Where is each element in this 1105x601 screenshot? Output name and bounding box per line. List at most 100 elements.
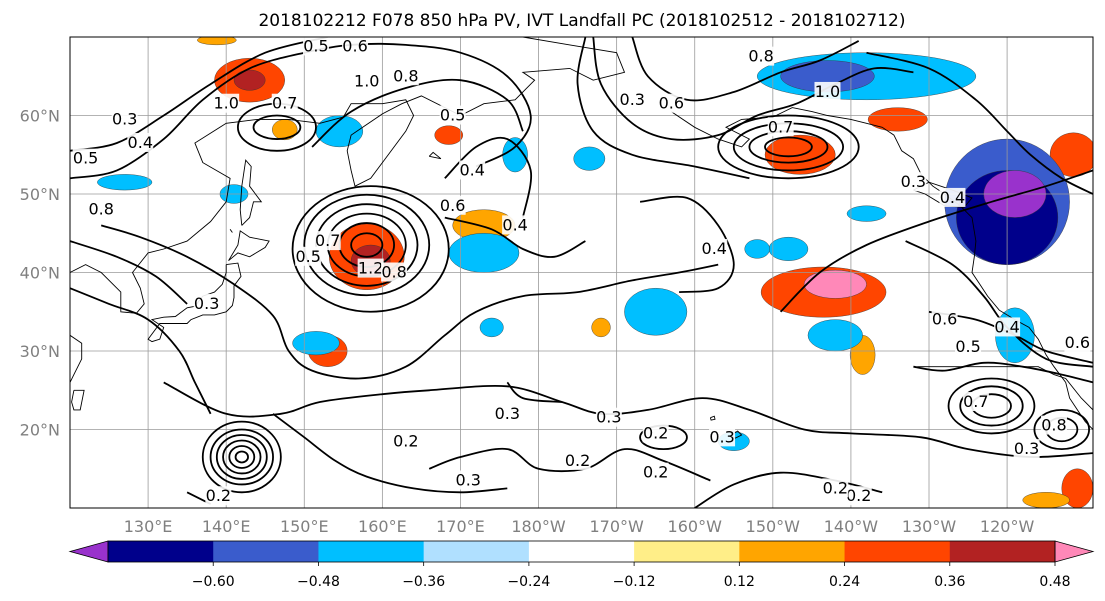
contour-42 <box>272 413 508 494</box>
colorbar-label: 0.36 <box>934 574 965 590</box>
contour-label-bg-34 <box>494 403 521 423</box>
contour-label-bg-22 <box>701 238 728 258</box>
lon-tick-label: 180°W <box>511 517 566 536</box>
contour-label-bg-36 <box>642 423 669 443</box>
coastline-11 <box>229 229 233 233</box>
colorbar-label: −0.36 <box>402 574 445 590</box>
contour-11 <box>201 420 282 494</box>
contour-label-bg-6 <box>111 109 138 129</box>
pv-region-25 <box>807 319 863 352</box>
coastlines <box>70 37 1093 439</box>
contour-label-bg-32 <box>845 486 872 506</box>
lat-tick-label: 30°N <box>20 342 60 361</box>
contour-label-bg-9 <box>88 199 115 219</box>
contour-label-5: 1.0 <box>213 94 238 113</box>
lon-tick-label: 160°W <box>668 517 723 536</box>
contour-label-41: 0.2 <box>393 431 418 450</box>
contour-label-bg-27 <box>994 317 1021 337</box>
contour-label-2: 1.0 <box>354 72 379 91</box>
longitude-axis: 130°E 140°E 150°E 160°E 170°E 180°W 170°W 160°W… <box>124 517 1035 536</box>
contour-label-8: 0.5 <box>73 149 98 168</box>
colorbar-label: −0.60 <box>192 574 235 590</box>
contour-label-13: 1.2 <box>358 259 383 278</box>
contour-label-bg-33 <box>822 478 849 498</box>
contour-label-bg-20 <box>814 81 841 101</box>
contour-5 <box>291 185 450 313</box>
contour-29 <box>444 136 533 218</box>
contour-label-bg-11 <box>439 105 466 125</box>
contour-label-bg-42 <box>205 486 232 506</box>
pv-region-24 <box>624 288 688 336</box>
colorbar-segment-4 <box>528 541 635 562</box>
pv-region-3 <box>272 119 298 141</box>
contour-label-24: 0.4 <box>940 188 965 207</box>
contour-label-40: 0.3 <box>456 471 481 490</box>
contour-label-28: 0.7 <box>963 392 988 411</box>
contour-27 <box>100 224 719 380</box>
contour-38 <box>913 361 1093 384</box>
contour-46 <box>70 240 188 305</box>
lon-tick-label: 140°W <box>824 517 879 536</box>
contour-label-bg-8 <box>72 148 99 168</box>
contour-label-bg-39 <box>642 462 669 482</box>
contour-label-bg-17 <box>619 89 646 109</box>
colorbar-segment-7 <box>844 541 951 562</box>
contour-label-23: 0.3 <box>901 172 926 191</box>
contour-labels: 0.5 0.6 1.0 0.8 0.7 1.0 0.3 0.4 0.5 0.8 0.4 0.5 0.6 1… <box>72 36 1091 506</box>
contour-26 <box>311 78 524 148</box>
colorbar-extend-high <box>1054 540 1095 563</box>
lat-tick-label: 40°N <box>20 264 60 283</box>
lon-tick-label: 160°E <box>358 517 407 536</box>
coastline-2 <box>228 230 270 262</box>
colorbar-segment-6 <box>739 541 846 562</box>
colorbar-segment-2 <box>318 541 425 562</box>
colorbar-label: −0.48 <box>297 574 340 590</box>
coastline-6 <box>428 151 442 160</box>
contour-0 <box>350 232 384 258</box>
contour-label-0: 0.5 <box>303 36 328 55</box>
contour-label-bg-29 <box>1040 415 1067 435</box>
colorbar-segment-0 <box>108 541 214 562</box>
colorbar-label: 0.12 <box>724 574 755 590</box>
colorbar-segment-5 <box>634 541 740 562</box>
contour-44 <box>694 471 883 508</box>
pv-region-11 <box>803 269 867 299</box>
contour-label-17: 0.3 <box>620 90 645 109</box>
colorbar-segment-3 <box>423 541 530 562</box>
contour-label-4: 0.7 <box>272 94 297 113</box>
contour-4 <box>303 193 431 297</box>
contour-label-bg-5 <box>213 93 240 113</box>
contour-label-bg-2 <box>353 71 380 91</box>
lon-tick-label: 130°W <box>902 517 957 536</box>
contour-label-30: 0.6 <box>1065 333 1090 352</box>
contour-label-32: 0.2 <box>846 486 871 505</box>
contour-label-bg-13 <box>357 258 384 278</box>
contour-label-21: 0.7 <box>768 117 793 136</box>
coastline-8 <box>917 366 1093 411</box>
contour-label-10: 0.4 <box>459 160 484 179</box>
contour-label-43: 0.3 <box>194 294 219 313</box>
contour-7 <box>228 445 256 469</box>
contour-label-18: 0.6 <box>659 94 684 113</box>
contour-label-34: 0.3 <box>495 404 520 423</box>
contour-label-39: 0.2 <box>643 463 668 482</box>
lat-tick-label: 20°N <box>20 421 60 440</box>
pv-region-17 <box>1022 492 1070 508</box>
pv-region-36 <box>846 205 887 222</box>
contour-label-19: 0.8 <box>748 47 773 66</box>
contour-label-bg-40 <box>455 470 482 490</box>
contour-30 <box>592 37 914 141</box>
contour-label-22: 0.4 <box>702 239 727 258</box>
contour-15 <box>717 114 860 180</box>
contour-label-37: 0.3 <box>709 427 734 446</box>
colorbar-label: −0.24 <box>507 574 550 590</box>
pv-region-31 <box>573 146 606 171</box>
contour-21 <box>252 114 302 140</box>
pv-region-33 <box>97 174 153 191</box>
contour-label-bg-14 <box>381 262 408 282</box>
contour-label-bg-38 <box>564 450 591 470</box>
chart-title: 2018102212 F078 850 hPa PV, IVT Landfall… <box>258 11 905 31</box>
contour-32 <box>576 37 750 180</box>
contour-17 <box>959 385 1024 427</box>
contour-20 <box>1033 408 1090 451</box>
